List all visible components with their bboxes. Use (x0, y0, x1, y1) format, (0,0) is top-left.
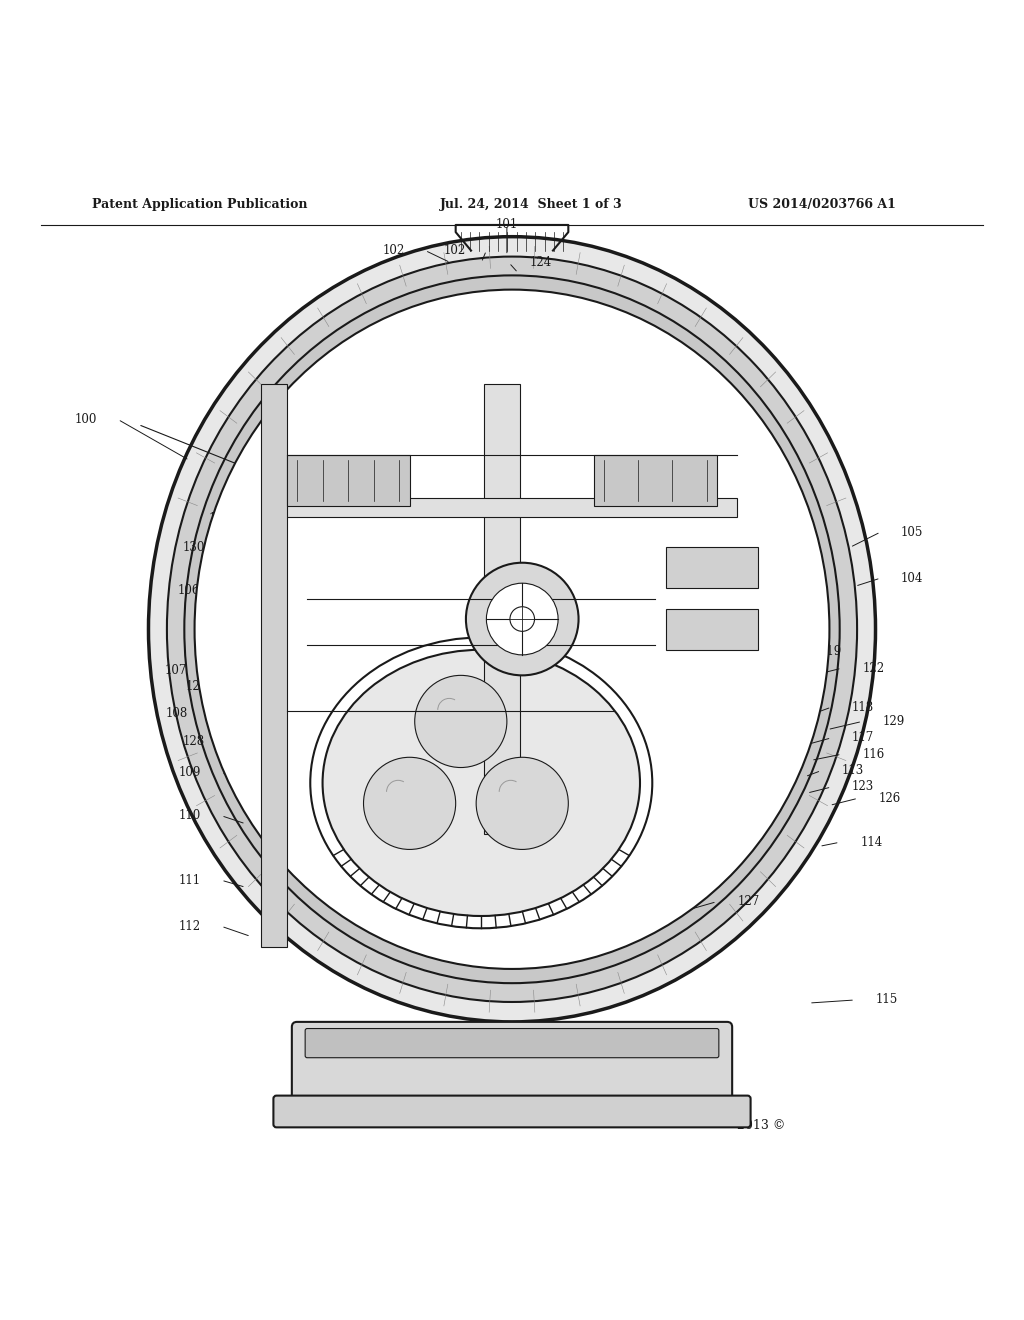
FancyBboxPatch shape (305, 1028, 719, 1057)
FancyBboxPatch shape (594, 455, 717, 507)
Text: Patent Application Publication: Patent Application Publication (92, 198, 307, 211)
Text: 110: 110 (178, 809, 201, 822)
Text: 127: 127 (737, 895, 760, 908)
Text: Jul. 24, 2014  Sheet 1 of 3: Jul. 24, 2014 Sheet 1 of 3 (440, 198, 623, 211)
Ellipse shape (510, 607, 535, 631)
Text: 118: 118 (852, 701, 874, 714)
Ellipse shape (364, 758, 456, 850)
FancyBboxPatch shape (273, 1096, 751, 1127)
Text: 122: 122 (862, 661, 885, 675)
Text: 119: 119 (819, 645, 842, 659)
FancyBboxPatch shape (261, 384, 287, 946)
Text: 124: 124 (529, 256, 552, 269)
Text: 117: 117 (852, 731, 874, 744)
Text: 120: 120 (208, 512, 230, 525)
Text: 102: 102 (443, 244, 466, 257)
Text: 108: 108 (165, 706, 187, 719)
Ellipse shape (195, 289, 829, 969)
Text: 2013 ©: 2013 © (737, 1119, 785, 1133)
Text: 111: 111 (178, 874, 201, 887)
Ellipse shape (486, 583, 558, 655)
Text: 109: 109 (178, 766, 201, 779)
Text: 106: 106 (177, 583, 200, 597)
Text: 107: 107 (165, 664, 187, 677)
Text: 125: 125 (185, 680, 208, 693)
Ellipse shape (476, 758, 568, 850)
Text: 100: 100 (75, 413, 97, 426)
Ellipse shape (466, 562, 579, 676)
Text: 128: 128 (182, 735, 205, 748)
Ellipse shape (323, 649, 640, 916)
Text: 121: 121 (193, 634, 215, 645)
Text: 105: 105 (901, 525, 924, 539)
Ellipse shape (184, 276, 840, 983)
FancyBboxPatch shape (666, 609, 758, 649)
Text: 103: 103 (208, 561, 230, 574)
Text: 123: 123 (852, 780, 874, 793)
Text: 129: 129 (883, 715, 905, 727)
Ellipse shape (148, 236, 876, 1022)
Text: 101: 101 (496, 218, 518, 231)
Text: 126: 126 (879, 792, 901, 805)
FancyBboxPatch shape (287, 455, 410, 507)
Text: US 2014/0203766 A1: US 2014/0203766 A1 (748, 198, 895, 211)
Text: 115: 115 (876, 994, 898, 1006)
Ellipse shape (167, 256, 857, 1002)
FancyBboxPatch shape (266, 498, 737, 516)
Text: 112: 112 (178, 920, 201, 933)
FancyBboxPatch shape (292, 1022, 732, 1104)
Text: 113: 113 (842, 764, 864, 777)
Text: 116: 116 (862, 747, 885, 760)
Text: 130: 130 (182, 541, 205, 554)
FancyBboxPatch shape (666, 548, 758, 589)
Text: FIG. 1: FIG. 1 (462, 1073, 562, 1102)
Text: 104: 104 (901, 572, 924, 585)
Ellipse shape (415, 676, 507, 767)
Text: 102: 102 (382, 244, 404, 257)
Text: 114: 114 (860, 836, 883, 849)
FancyBboxPatch shape (483, 384, 519, 834)
